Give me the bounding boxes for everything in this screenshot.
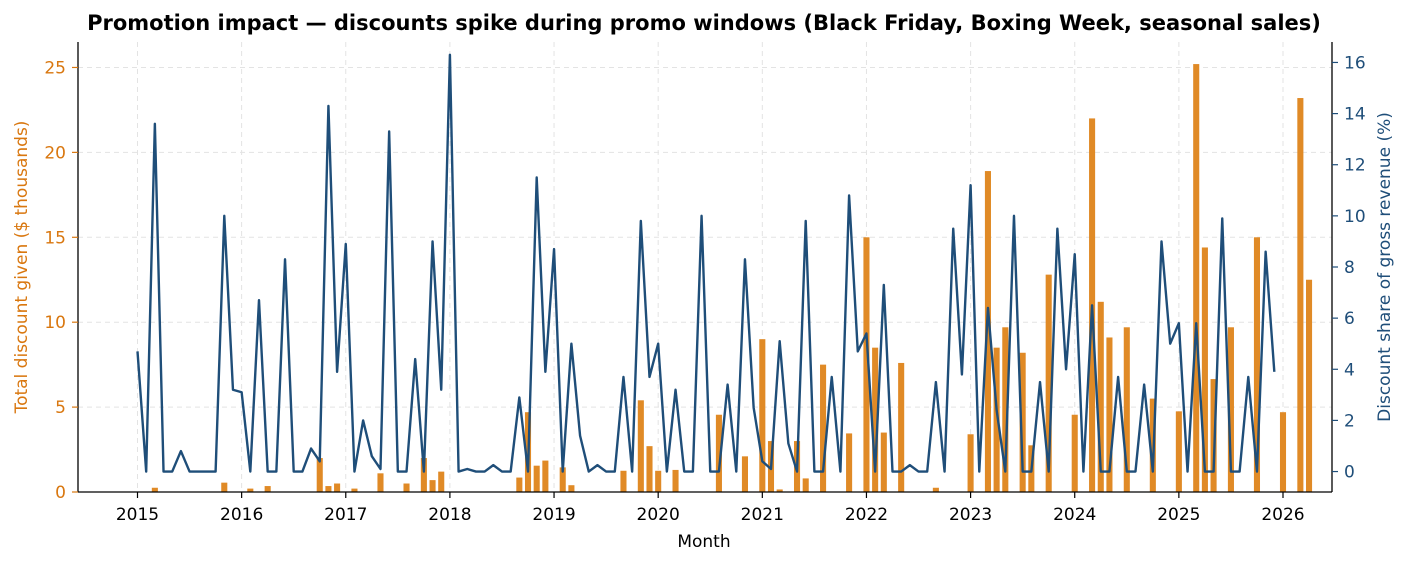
right-tick-label: 0 <box>1344 463 1355 483</box>
discount-bar <box>637 400 644 492</box>
discount-bar <box>1106 337 1113 492</box>
discount-bar <box>1227 327 1234 492</box>
x-tick-label: 2019 <box>532 505 575 525</box>
right-tick-label: 8 <box>1344 258 1355 278</box>
discount-bar <box>247 488 254 492</box>
x-tick-label: 2015 <box>116 505 159 525</box>
left-tick-label: 0 <box>55 483 66 503</box>
right-tick-label: 14 <box>1344 105 1366 125</box>
chart-title: Promotion impact — discounts spike durin… <box>87 11 1321 35</box>
discount-bar <box>655 470 662 492</box>
discount-bar <box>1193 64 1200 492</box>
discount-bar <box>351 488 358 492</box>
discount-bar <box>1305 279 1313 492</box>
x-tick-label: 2022 <box>845 505 888 525</box>
x-tick-label: 2017 <box>324 505 367 525</box>
discount-bar <box>993 347 1000 492</box>
discount-bar <box>880 432 887 492</box>
discount-bar <box>542 460 549 492</box>
discount-bar <box>1019 352 1026 492</box>
right-tick-label: 10 <box>1344 207 1366 227</box>
discount-bar <box>1210 379 1217 492</box>
discount-bar <box>1175 411 1182 492</box>
right-tick-label: 4 <box>1344 360 1355 380</box>
left-tick-label: 5 <box>55 398 66 418</box>
discount-bar <box>1279 412 1287 492</box>
x-tick-label: 2026 <box>1261 505 1304 525</box>
x-tick-label: 2021 <box>741 505 784 525</box>
left-tick-label: 25 <box>44 58 66 78</box>
x-axis-label: Month <box>677 532 730 552</box>
discount-bar <box>846 433 853 492</box>
discount-bar <box>334 483 341 492</box>
x-tick-label: 2025 <box>1157 505 1200 525</box>
right-tick-label: 12 <box>1344 156 1366 176</box>
discount-bar <box>741 456 748 492</box>
x-tick-label: 2016 <box>220 505 263 525</box>
discount-bar <box>967 434 974 492</box>
discount-bar <box>438 471 445 492</box>
right-tick-label: 16 <box>1344 53 1366 73</box>
discount-bar <box>776 489 783 492</box>
discount-bar <box>377 473 384 492</box>
left-tick-label: 10 <box>44 313 66 333</box>
discount-bar <box>1297 98 1304 493</box>
left-axis-label: Total discount given ($ thousands) <box>12 121 32 415</box>
discount-bar <box>1045 274 1052 492</box>
discount-bar <box>932 487 939 492</box>
discount-bar <box>672 469 679 492</box>
discount-bar <box>984 171 991 492</box>
discount-bar <box>533 465 540 492</box>
discount-bar <box>1123 327 1130 492</box>
discount-bar <box>568 485 575 492</box>
x-tick-label: 2023 <box>949 505 992 525</box>
discount-bar <box>620 470 627 492</box>
line-layer <box>136 53 1276 473</box>
discount-bar <box>420 458 427 492</box>
discount-bar <box>1002 327 1009 492</box>
left-tick-label: 20 <box>44 143 66 163</box>
discount-bar <box>820 364 827 492</box>
discount-bar <box>221 482 228 492</box>
discount-bar <box>516 477 523 492</box>
discount-bar <box>863 237 870 492</box>
discount-bar <box>872 347 879 492</box>
x-tick-label: 2018 <box>428 505 471 525</box>
discount-bar <box>403 483 410 492</box>
x-tick-label: 2020 <box>637 505 680 525</box>
discount-bar <box>1097 301 1104 492</box>
discount-bar <box>559 467 566 492</box>
discount-bar <box>802 478 809 492</box>
discount-bar <box>1071 414 1078 492</box>
discount-bar <box>1253 237 1261 492</box>
left-tick-label: 15 <box>44 228 66 248</box>
discount-bar <box>429 480 436 492</box>
discount-bar <box>151 487 158 492</box>
x-tick-label: 2024 <box>1053 505 1096 525</box>
grid-layer <box>78 42 1332 493</box>
discount-bar <box>646 446 653 492</box>
right-tick-label: 2 <box>1344 411 1355 431</box>
discount-bar <box>759 339 766 492</box>
right-tick-label: 6 <box>1344 309 1355 329</box>
right-axis-label: Discount share of gross revenue (%) <box>1375 112 1395 422</box>
discount-bar <box>316 458 323 492</box>
discount-bar <box>715 414 722 492</box>
discount-bar <box>264 486 271 492</box>
discount-bar <box>1201 247 1208 492</box>
discount-bar <box>898 362 905 492</box>
discount-share-line <box>136 53 1276 473</box>
discount-bar <box>325 486 332 492</box>
